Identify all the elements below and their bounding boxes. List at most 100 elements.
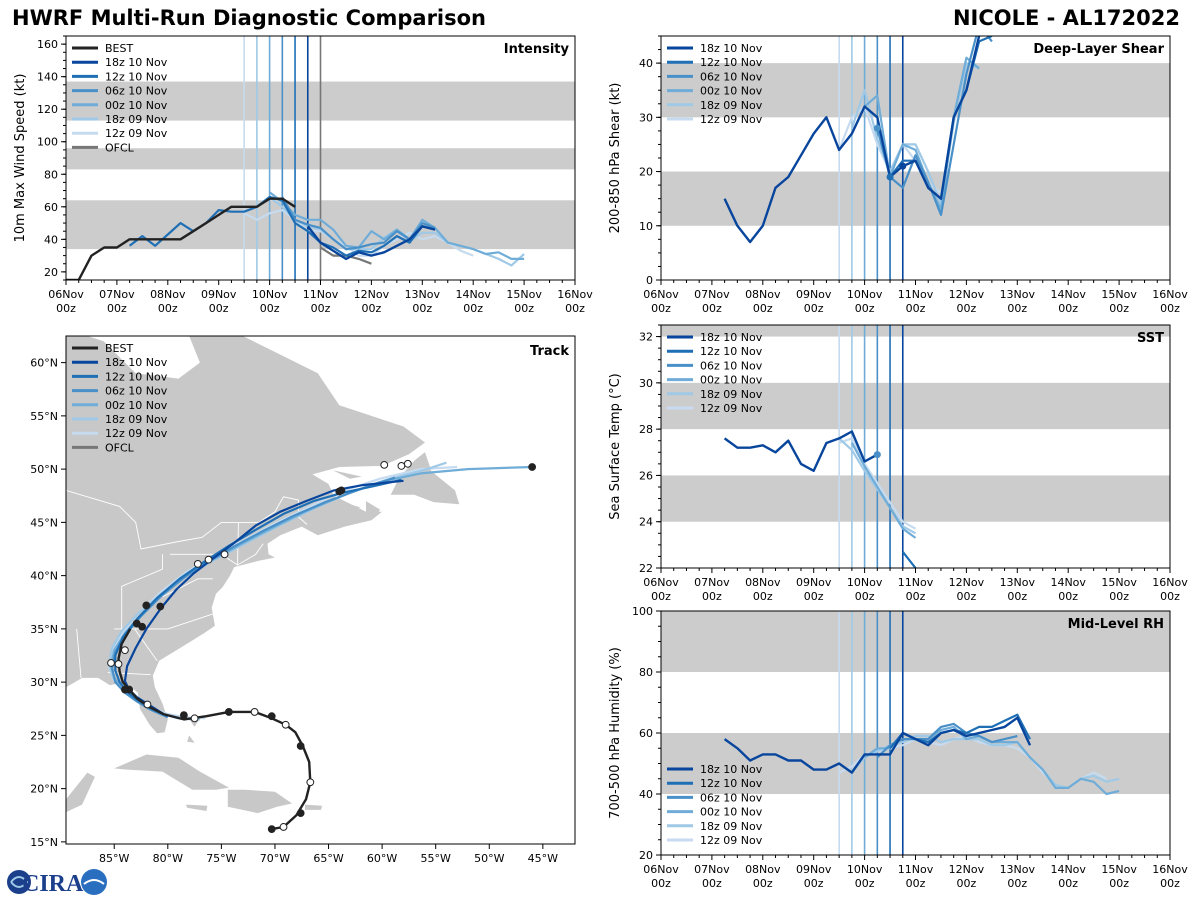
track-frame	[65, 335, 576, 845]
intensity-legend-label-7: OFCL	[105, 141, 135, 154]
sst-band-2	[661, 325, 1170, 337]
sst-xtick-sublabel-2: 00z	[753, 590, 773, 603]
rh-xtick-sublabel-5: 00z	[906, 877, 926, 890]
cira-logo-seal-wave-icon	[83, 879, 105, 885]
shear-xtick-label-4: 10Nov	[847, 288, 883, 301]
rh-ytick-label-4: 100	[632, 605, 653, 618]
track-marker-00z-10-nov-2	[528, 463, 537, 471]
track-land-island-2	[114, 754, 229, 790]
track-ytick-label-7: 50°N	[30, 463, 58, 476]
sst-xtick-label-7: 13Nov	[1000, 576, 1036, 589]
rh-xtick-label-5: 11Nov	[898, 863, 934, 876]
intensity-xtick-label-4: 10Nov	[252, 288, 288, 301]
intensity-xtick-label-6: 12Nov	[354, 288, 390, 301]
shear-xtick-sublabel-2: 00z	[753, 302, 773, 315]
sst-title: SST	[1137, 331, 1164, 346]
track-marker-12z-09-nov-2	[403, 459, 412, 468]
intensity-legend-label-6: 12z 09 Nov	[105, 127, 168, 140]
rh-xtick-label-4: 10Nov	[847, 863, 883, 876]
intensity-xtick-label-8: 14Nov	[455, 288, 491, 301]
shear-legend-label-5: 12z 09 Nov	[700, 113, 763, 126]
track-marker-best-6	[267, 712, 276, 721]
intensity-series-18z-10-nov	[306, 225, 436, 261]
shear-xtick-sublabel-9: 00z	[1109, 302, 1129, 315]
sst-ytick-label-4: 30	[639, 377, 653, 390]
rh-xtick-sublabel-0: 00z	[651, 877, 671, 890]
page-title: HWRF Multi-Run Diagnostic Comparison	[12, 6, 487, 30]
track-legend-label-3: 06z 10 Nov	[105, 385, 168, 398]
track-xtick-label-3: 70°W	[260, 852, 290, 865]
track-marker-18z-10-nov-2	[156, 602, 165, 611]
intensity-xtick-sublabel-0: 00z	[56, 302, 76, 315]
track-marker-00z-10-nov-1	[121, 646, 129, 655]
storm-name-title: NICOLE - AL172022	[952, 6, 1180, 30]
track-marker-best-2	[296, 809, 305, 818]
rh-xtick-label-1: 07Nov	[694, 863, 730, 876]
rh-xtick-sublabel-4: 00z	[855, 877, 875, 890]
intensity-series-12z-10-nov	[128, 195, 436, 257]
track-ytick-label-6: 45°N	[30, 516, 58, 529]
rh-legend-label-3: 00z 10 Nov	[700, 806, 763, 819]
intensity-chart: 2040608010012014016006Nov00z07Nov00z08No…	[13, 35, 593, 315]
intensity-xtick-label-0: 06Nov	[48, 288, 84, 301]
shear-series-00z-10-nov	[863, 56, 980, 211]
intensity-legend-label-4: 00z 10 Nov	[105, 99, 168, 112]
rh-xtick-sublabel-1: 00z	[702, 877, 722, 890]
shear-chart: 01020304006Nov00z07Nov00z08Nov00z09Nov00…	[608, 35, 1188, 315]
track-marker-12z-09-nov-0	[193, 560, 202, 568]
shear-xtick-sublabel-5: 00z	[906, 302, 926, 315]
shear-ytick-label-4: 40	[639, 57, 653, 70]
intensity-ytick-label-2: 60	[44, 201, 58, 214]
shear-legend-label-3: 00z 10 Nov	[700, 85, 763, 98]
rh-legend-label-5: 12z 09 Nov	[700, 834, 763, 847]
sst-xtick-label-10: 16Nov	[1152, 576, 1188, 589]
track-marker-best-9	[179, 711, 188, 720]
track-title: Track	[530, 344, 569, 359]
track-marker-best-0	[267, 825, 276, 833]
track-land-island-5	[305, 804, 323, 810]
shear-series-18z-09-nov	[850, 61, 980, 206]
rh-title: Mid-Level RH	[1068, 617, 1164, 632]
rh-band-1	[661, 611, 1170, 672]
track-marker-12z-10-nov-0	[121, 685, 129, 694]
track-legend-label-4: 00z 10 Nov	[105, 399, 168, 412]
rh-ytick-label-0: 20	[639, 849, 653, 862]
shear-legend-label-4: 18z 09 Nov	[700, 99, 763, 112]
track-xtick-label-0: 85°W	[99, 852, 129, 865]
track-marker-best-1	[279, 823, 288, 831]
intensity-ytick-label-0: 20	[44, 266, 58, 279]
track-xtick-label-6: 55°W	[421, 852, 451, 865]
sst-legend-label-4: 18z 09 Nov	[700, 388, 763, 401]
sst-legend-label-5: 12z 09 Nov	[700, 402, 763, 415]
cira-logo-swirl-icon	[10, 876, 29, 888]
rh-ytick-label-3: 80	[639, 666, 653, 679]
shear-plot-area	[661, 36, 1170, 280]
intensity-xtick-sublabel-8: 00z	[463, 302, 483, 315]
intensity-xtick-sublabel-5: 00z	[311, 302, 331, 315]
track-marker-12z-09-nov-1	[380, 460, 389, 469]
shear-xtick-sublabel-6: 00z	[957, 302, 977, 315]
track-marker-18z-09-nov-0	[190, 714, 199, 723]
rh-band-0	[661, 733, 1170, 794]
track-land-island-8	[339, 501, 361, 510]
intensity-xtick-label-3: 09Nov	[201, 288, 237, 301]
track-ytick-label-3: 30°N	[30, 676, 58, 689]
track-border-3	[107, 672, 151, 676]
rh-legend-label-4: 18z 09 Nov	[700, 820, 763, 833]
sst-xtick-sublabel-7: 00z	[1007, 590, 1027, 603]
rh-xtick-label-8: 14Nov	[1050, 863, 1086, 876]
shear-xtick-sublabel-3: 00z	[804, 302, 824, 315]
sst-xtick-sublabel-1: 00z	[702, 590, 722, 603]
sst-ytick-label-5: 32	[639, 331, 653, 344]
rh-ylabel: 700-500 hPa Humidity (%)	[608, 647, 623, 819]
track-ytick-label-4: 35°N	[30, 623, 58, 636]
rh-ytick-label-2: 60	[639, 727, 653, 740]
shear-ytick-label-0: 0	[646, 274, 653, 287]
sst-plot-area	[661, 325, 1170, 568]
intensity-xtick-label-2: 08Nov	[150, 288, 186, 301]
sst-band-0	[661, 475, 1170, 522]
shear-series-18z-10-nov	[723, 36, 981, 244]
track-land-island-3	[227, 789, 293, 814]
sst-ytick-label-3: 28	[639, 423, 653, 436]
